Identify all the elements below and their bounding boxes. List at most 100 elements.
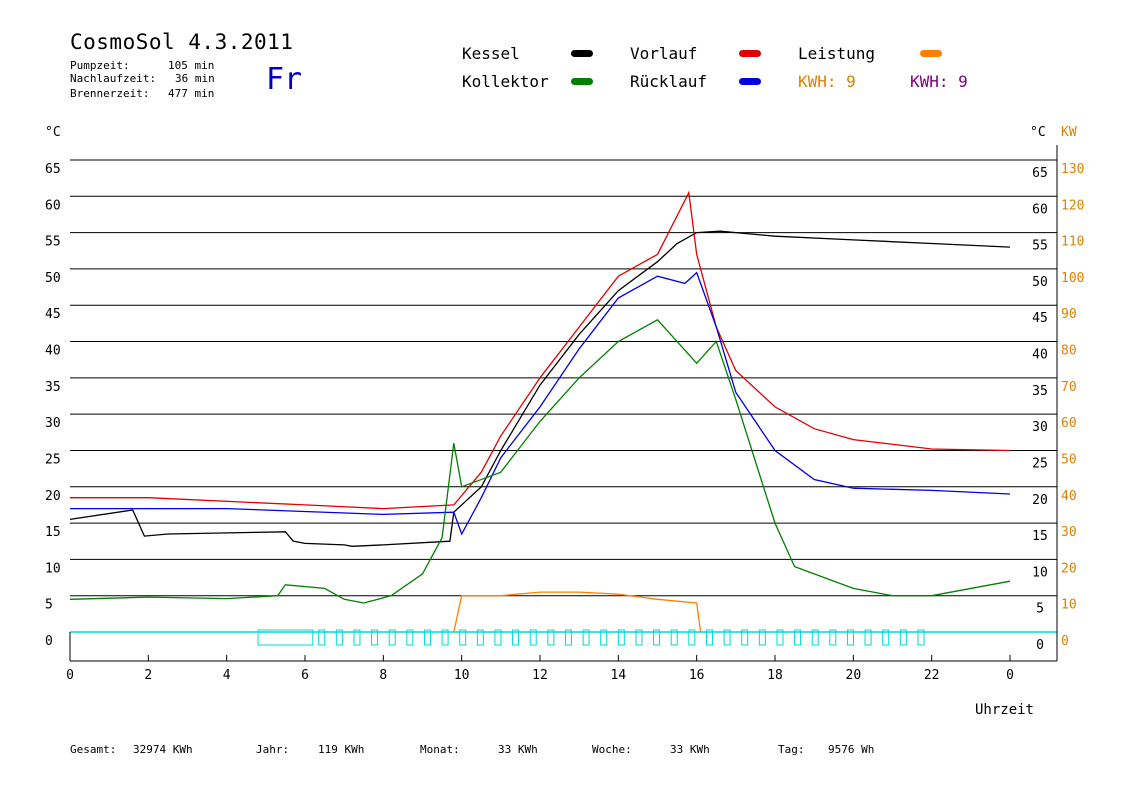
legend-kwh-purple: KWH: 9 [910,72,968,91]
burner-block [423,629,431,646]
y-tick-right: 50 [1032,275,1048,290]
footer-jahr-value: 119 KWh [318,743,365,756]
y-tick-left: 60 [45,198,61,213]
burner-block [846,629,854,646]
burner-block [459,629,467,646]
burner-block [653,629,661,646]
y-tick-left: 10 [45,561,61,576]
pumpzeit-label: Pumpzeit: [70,59,130,72]
x-tick-label: 16 [689,668,705,683]
y-tick-left: 35 [45,380,61,395]
legend-kollektor-label: Kollektor [462,72,549,91]
y2-tick-right: 100 [1061,271,1084,286]
burner-block [441,629,449,646]
y-tick-left: 5 [45,598,53,613]
burner-block [476,629,484,646]
series-vorlauf [70,190,1011,510]
burner-block [829,629,837,646]
footer-jahr-label: Jahr: [256,743,290,756]
x-tick-label: 12 [532,668,548,683]
series-kessel [69,230,1011,547]
series-rcklauf [70,271,1011,536]
y-tick-left: 45 [45,307,61,322]
burner-block [335,629,343,646]
y-tick-right: 15 [1032,529,1048,544]
x-tick-label: 10 [454,668,470,683]
burner-block [529,629,537,646]
burner-block [494,629,502,646]
burner-block [705,629,713,646]
burner-block [582,629,590,646]
y-tick-right: 45 [1032,311,1048,326]
y2-tick-right: 110 [1061,235,1084,250]
y-tick-right: 0 [1036,638,1044,653]
footer-woche-label: Woche: [592,743,632,756]
burner-block [758,629,766,646]
burner-block [635,629,643,646]
burner-block [406,629,414,646]
legend-leistung-swatch [920,50,942,57]
burner-block [723,629,731,646]
pumpzeit-value: 105 min [168,59,215,72]
y-tick-right: 25 [1032,456,1048,471]
y-tick-left: 50 [45,271,61,286]
y-tick-left: 25 [45,452,61,467]
legend-kessel-label: Kessel [462,44,520,63]
footer-tag-value: 9576 Wh [828,743,875,756]
series-kollektor [69,318,1011,604]
burner-block [776,629,784,646]
y-tick-right: 55 [1032,239,1048,254]
x-tick-label: 14 [611,668,627,683]
nachlaufzeit-label: Nachlaufzeit: [70,72,157,85]
legend-vorlauf-swatch [739,50,761,57]
burner-block [811,629,819,646]
y-tick-right: 60 [1032,202,1048,217]
x-tick-label: 20 [846,668,862,683]
brennerzeit-value: 477 min [168,87,215,100]
y2-axis-label: KW [1061,125,1077,140]
burner-block [353,629,361,646]
burner-block [318,629,326,646]
x-axis-label: Uhrzeit [975,702,1034,718]
legend-kessel-swatch [571,50,593,57]
legend-vorlauf-label: Vorlauf [630,44,698,63]
x-tick-label: 4 [223,668,231,683]
y2-tick-right: 20 [1061,561,1077,576]
y-tick-right: 65 [1032,166,1048,181]
y2-tick-right: 40 [1061,489,1077,504]
brennerzeit-label: Brennerzeit: [70,87,150,100]
y-tick-right: 20 [1032,493,1048,508]
x-tick-label: 6 [301,668,309,683]
y-axis-label-left: °C [45,125,61,140]
y-tick-left: 30 [45,416,61,431]
y2-tick-right: 120 [1061,198,1084,213]
x-tick-label: 22 [924,668,940,683]
footer-gesamt-value: 32974 KWh [133,743,193,756]
burner-block [388,629,396,646]
footer-gesamt-label: Gesamt: [70,743,117,756]
burner-block [688,629,696,646]
legend-kwh-orange: KWH: 9 [798,72,856,91]
burner-block [899,629,907,646]
y-tick-left: 40 [45,344,61,359]
nachlaufzeit-value: 36 min [175,72,215,85]
y-tick-right: 5 [1036,602,1044,617]
burner-block [794,629,802,646]
y2-tick-right: 30 [1061,525,1077,540]
y2-tick-right: 80 [1061,344,1077,359]
y-axis-label-right: °C [1030,125,1046,140]
y2-tick-right: 0 [1061,634,1069,649]
burner-block [257,629,314,646]
burner-block [512,629,520,646]
y2-tick-right: 70 [1061,380,1077,395]
footer-tag-label: Tag: [778,743,805,756]
x-tick-label: 18 [767,668,783,683]
burner-block [864,629,872,646]
x-tick-label: 0 [1006,668,1014,683]
legend-kollektor-swatch [571,78,593,85]
burner-block [882,629,890,646]
burner-block [371,629,379,646]
x-tick-label: 8 [379,668,387,683]
x-tick-label: 0 [66,668,74,683]
